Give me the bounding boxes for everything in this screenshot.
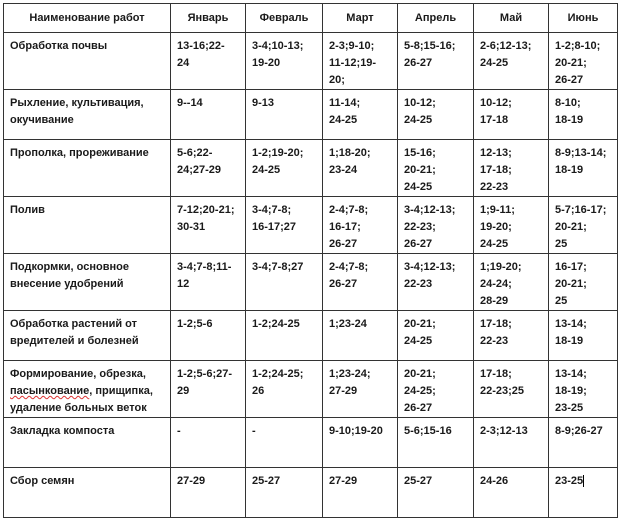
- date-cell-january[interactable]: 1-2;5-6;27- 29: [170, 360, 246, 418]
- date-cell-march[interactable]: 11-14; 24-25: [322, 89, 398, 140]
- date-cell-march[interactable]: 1;23-24: [322, 310, 398, 361]
- date-cell-january[interactable]: -: [170, 417, 246, 468]
- date-cell-may[interactable]: 17-18; 22-23: [473, 310, 549, 361]
- date-cell-january[interactable]: 7-12;20-21; 30-31: [170, 196, 246, 254]
- date-cell-june[interactable]: 5-7;16-17; 20-21; 25: [548, 196, 618, 254]
- date-cell-january[interactable]: 3-4;7-8;11- 12: [170, 253, 246, 311]
- date-cell-may[interactable]: 1;19-20; 24-24; 28-29: [473, 253, 549, 311]
- date-cell-april[interactable]: 3-4;12-13; 22-23; 26-27: [397, 196, 474, 254]
- date-cell-january[interactable]: 13-16;22- 24: [170, 32, 246, 90]
- date-cell-february[interactable]: 1-2;24-25: [245, 310, 323, 361]
- table-row: Прополка, прореживание 5-6;22- 24;27-29 1-…: [3, 139, 618, 197]
- table-row: Обработка почвы 13-16;22- 24 3-4;10-13; 19…: [3, 32, 618, 90]
- date-cell-may[interactable]: 2-6;12-13; 24-25: [473, 32, 549, 90]
- work-name-cell: Рыхление, культивация, окучивание: [3, 89, 171, 140]
- date-cell-january[interactable]: 27-29: [170, 467, 246, 518]
- date-cell-january[interactable]: 9--14: [170, 89, 246, 140]
- work-name-cell: Сбор семян: [3, 467, 171, 518]
- date-cell-march[interactable]: 1;18-20; 23-24: [322, 139, 398, 197]
- text-cursor: 23-25: [555, 475, 585, 487]
- table-row: Обработка растений от вредителей и болез…: [3, 310, 618, 361]
- date-cell-february[interactable]: 3-4;7-8;27: [245, 253, 323, 311]
- date-cell-february[interactable]: 3-4;7-8; 16-17;27: [245, 196, 323, 254]
- date-cell-may[interactable]: 17-18; 22-23;25: [473, 360, 549, 418]
- garden-work-calendar-table: Наименование работ Январь Февраль Март А…: [3, 3, 618, 518]
- date-cell-june[interactable]: 23-25: [548, 467, 618, 518]
- date-cell-february[interactable]: 1-2;19-20; 24-25: [245, 139, 323, 197]
- date-cell-june[interactable]: 1-2;8-10; 20-21; 26-27: [548, 32, 618, 90]
- date-cell-march[interactable]: 1;23-24; 27-29: [322, 360, 398, 418]
- date-cell-march[interactable]: 27-29: [322, 467, 398, 518]
- header-work-name: Наименование работ: [3, 3, 171, 33]
- work-name-cell: Прополка, прореживание: [3, 139, 171, 197]
- header-april: Апрель: [397, 3, 474, 33]
- work-name-cell: Формирование, обрезка, пасынкование, при…: [3, 360, 171, 418]
- work-name-cell: Подкормки, основное внесение удобрений: [3, 253, 171, 311]
- header-march: Март: [322, 3, 398, 33]
- header-row: Наименование работ Январь Февраль Март А…: [3, 3, 618, 33]
- date-cell-february[interactable]: 25-27: [245, 467, 323, 518]
- date-cell-february[interactable]: 1-2;24-25; 26: [245, 360, 323, 418]
- work-name-cell: Закладка компоста: [3, 417, 171, 468]
- date-cell-february[interactable]: 3-4;10-13; 19-20: [245, 32, 323, 90]
- date-cell-march[interactable]: 2-4;7-8; 26-27: [322, 253, 398, 311]
- date-cell-june[interactable]: 8-9;13-14; 18-19: [548, 139, 618, 197]
- date-cell-january[interactable]: 1-2;5-6: [170, 310, 246, 361]
- table-row: Подкормки, основное внесение удобрений 3-…: [3, 253, 618, 311]
- work-name-cell: Обработка почвы: [3, 32, 171, 90]
- date-cell-may[interactable]: 24-26: [473, 467, 549, 518]
- date-cell-april[interactable]: 10-12; 24-25: [397, 89, 474, 140]
- date-cell-april[interactable]: 3-4;12-13; 22-23: [397, 253, 474, 311]
- spellcheck-word: пасынкование: [10, 385, 90, 397]
- date-cell-march[interactable]: 2-4;7-8; 16-17; 26-27: [322, 196, 398, 254]
- date-cell-june[interactable]: 16-17; 20-21; 25: [548, 253, 618, 311]
- header-february: Февраль: [245, 3, 323, 33]
- table-row: Полив 7-12;20-21; 30-31 3-4;7-8; 16-17;27 2…: [3, 196, 618, 254]
- date-cell-april[interactable]: 20-21; 24-25; 26-27: [397, 360, 474, 418]
- date-cell-february[interactable]: -: [245, 417, 323, 468]
- date-cell-may[interactable]: 2-3;12-13: [473, 417, 549, 468]
- date-cell-april[interactable]: 15-16; 20-21; 24-25: [397, 139, 474, 197]
- header-january: Январь: [170, 3, 246, 33]
- date-cell-april[interactable]: 25-27: [397, 467, 474, 518]
- date-cell-april[interactable]: 5-6;15-16: [397, 417, 474, 468]
- header-may: Май: [473, 3, 549, 33]
- date-cell-march[interactable]: 2-3;9-10; 11-12;19- 20;: [322, 32, 398, 90]
- table-row: Закладка компоста - -9-10;19-20 5-6;15-16 2-…: [3, 417, 618, 468]
- date-cell-april[interactable]: 20-21; 24-25: [397, 310, 474, 361]
- table-row: Сбор семян 27-29 25-27 27-29 25-27 24-26 23-25: [3, 467, 618, 518]
- date-cell-june[interactable]: 13-14; 18-19; 23-25: [548, 360, 618, 418]
- date-cell-june[interactable]: 8-10; 18-19: [548, 89, 618, 140]
- date-cell-june[interactable]: 8-9;26-27: [548, 417, 618, 468]
- date-cell-march[interactable]: 9-10;19-20: [322, 417, 398, 468]
- date-cell-may[interactable]: 10-12; 17-18: [473, 89, 549, 140]
- date-cell-january[interactable]: 5-6;22- 24;27-29: [170, 139, 246, 197]
- table-row: Формирование, обрезка, пасынкование, при…: [3, 360, 618, 418]
- header-june: Июнь: [548, 3, 618, 33]
- date-cell-june[interactable]: 13-14; 18-19: [548, 310, 618, 361]
- work-name-cell: Обработка растений от вредителей и болез…: [3, 310, 171, 361]
- date-cell-february[interactable]: 9-13: [245, 89, 323, 140]
- table-row: Рыхление, культивация, окучивание 9--14 9-…: [3, 89, 618, 140]
- work-name-cell: Полив: [3, 196, 171, 254]
- date-cell-april[interactable]: 5-8;15-16; 26-27: [397, 32, 474, 90]
- date-cell-may[interactable]: 1;9-11; 19-20; 24-25: [473, 196, 549, 254]
- date-cell-may[interactable]: 12-13; 17-18; 22-23: [473, 139, 549, 197]
